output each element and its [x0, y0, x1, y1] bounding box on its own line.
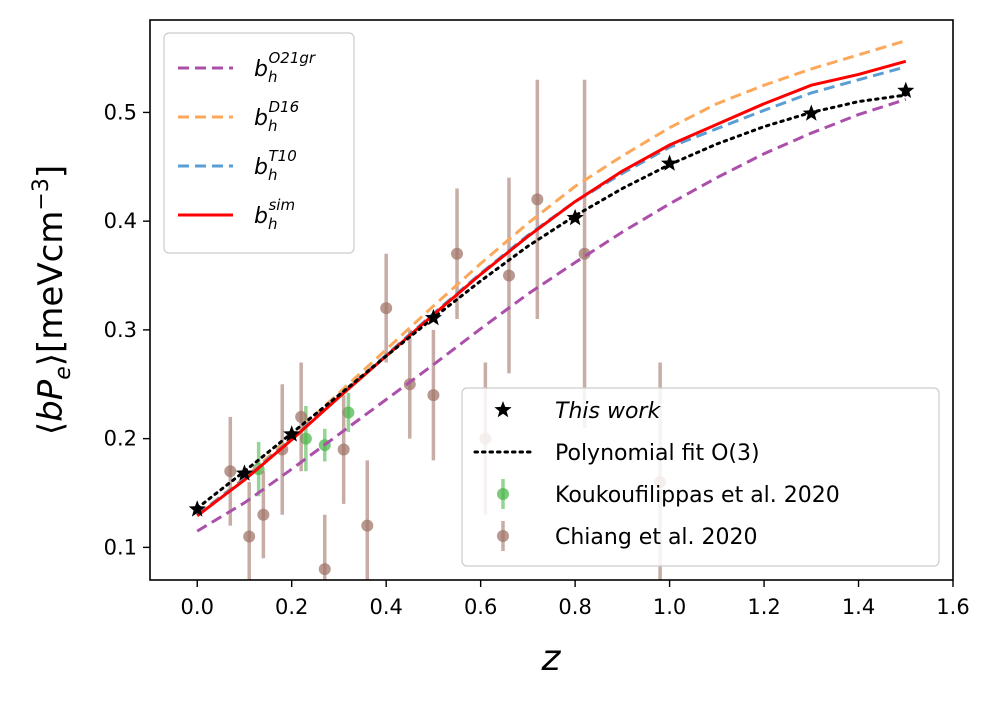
star-marker — [661, 154, 679, 171]
y-tick-label: 0.5 — [104, 100, 137, 124]
legend-label: This work — [555, 399, 661, 424]
axis-ticks: 0.0 0.2 0.4 0.6 0.8 1.0 1.2 1.4 1.6 0.1 0.2 0.3 0.4 0… — [104, 100, 970, 619]
y-tick-label: 0.4 — [104, 209, 137, 233]
data-point — [502, 269, 515, 282]
plot-frame — [149, 19, 954, 581]
x-tick-label: 1.4 — [842, 595, 875, 619]
x-tick-label: 0.4 — [369, 595, 402, 619]
y-tick-label: 0.1 — [104, 535, 137, 559]
legend-box — [461, 387, 940, 567]
data-point — [318, 563, 331, 576]
legend-label: bhsim — [254, 196, 295, 233]
data-point — [295, 410, 308, 423]
data-point — [337, 443, 350, 456]
data-point — [578, 247, 591, 260]
x-tick-label: 0.0 — [181, 595, 214, 619]
legend-label: Chiang et al. 2020 — [555, 525, 758, 550]
data-point — [257, 508, 270, 521]
legend-box — [163, 32, 355, 254]
data-point — [451, 247, 464, 260]
series-line-sim — [196, 59, 907, 517]
data-point — [427, 389, 440, 402]
legend-label: Koukoufilippas et al. 2020 — [555, 483, 840, 508]
legend-upper-left: bhO21gr bhD16 bhT10 bhsim — [163, 32, 355, 254]
y-tick-label: 0.2 — [104, 427, 137, 451]
y-tick-label: 0.3 — [104, 318, 137, 342]
legend-label: bhD16 — [254, 98, 299, 135]
star-marker — [188, 500, 206, 517]
star-marker — [802, 104, 820, 121]
legend-swatch-marker — [497, 488, 509, 500]
plot-area — [188, 39, 915, 580]
data-point — [243, 530, 256, 543]
legend-label: bhT10 — [254, 147, 297, 184]
x-tick-label: 1.2 — [747, 595, 780, 619]
data-point — [361, 519, 374, 532]
star-marker — [235, 464, 253, 481]
star-marker — [566, 208, 584, 226]
data-point — [224, 465, 237, 478]
legend-label: Polynomial fit O(3) — [555, 441, 760, 466]
x-tick-label: 1.6 — [936, 595, 969, 619]
x-tick-label: 1.0 — [653, 595, 686, 619]
x-axis-label: z — [541, 638, 562, 679]
star-marker — [283, 425, 301, 442]
series-line-o21gr — [196, 97, 907, 533]
x-tick-label: 0.8 — [558, 595, 591, 619]
legend-lower-right: This work Polynomial fit O(3) Koukoufilipp… — [461, 387, 940, 567]
star-marker — [897, 81, 915, 98]
series-line-polynomial-fit-o-3- — [195, 93, 908, 510]
legend-swatch — [494, 401, 512, 418]
data-point — [380, 302, 393, 315]
x-tick-label: 0.2 — [275, 595, 308, 619]
legend-swatch-marker — [497, 530, 509, 542]
this-work-markers — [188, 81, 915, 517]
x-tick-label: 0.6 — [464, 595, 497, 619]
star-marker — [424, 308, 442, 326]
data-point — [531, 193, 544, 206]
legend-label: bhO21gr — [254, 49, 316, 86]
y-axis-label: ⟨bPe⟩[meVcm−3] — [29, 165, 76, 435]
